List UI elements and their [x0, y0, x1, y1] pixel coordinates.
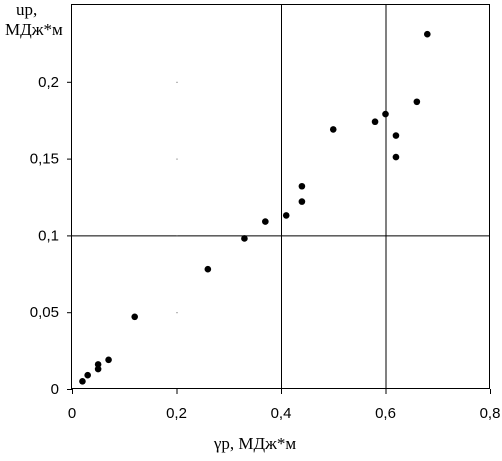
y-tick-label-0: 0	[51, 381, 59, 398]
data-point-1	[84, 371, 91, 379]
data-point-11	[298, 182, 306, 190]
data-point-4	[105, 356, 112, 364]
data-point-10	[298, 198, 306, 205]
x-tick-label-1: 0,2	[166, 405, 187, 422]
data-point-8	[262, 218, 269, 225]
faint-grid-dot-0-2	[176, 235, 178, 237]
faint-grid-dot-0-1	[176, 312, 178, 314]
data-point-0	[79, 378, 86, 385]
faint-grid-dot-0-3	[176, 158, 178, 160]
data-point-9	[282, 212, 290, 219]
data-point-3	[94, 361, 102, 368]
data-point-18	[424, 30, 431, 38]
x-axis-title: γр, МДж*м	[213, 434, 296, 453]
data-point-5	[131, 313, 138, 321]
x-tick-label-4: 0,8	[480, 405, 501, 422]
data-point-14	[382, 110, 389, 118]
y-tick-label-4: 0,2	[38, 74, 59, 91]
y-tick-label-3: 0,15	[30, 151, 59, 168]
data-point-16	[392, 132, 400, 139]
tick-layer: 0 0,2 0,4 0,6 0,8 0 0,05 0,1 0,15 0,2	[30, 74, 501, 422]
data-point-7	[241, 235, 248, 242]
faint-grid-dot-0-4	[176, 81, 178, 83]
x-tick-label-2: 0,4	[271, 405, 292, 422]
points-layer	[79, 30, 431, 385]
data-point-6	[204, 265, 212, 273]
data-point-2	[94, 365, 102, 373]
y-tick-label-2: 0,1	[38, 227, 59, 244]
data-point-12	[329, 126, 337, 133]
x-tick-label-3: 0,6	[375, 405, 396, 422]
grid-layer	[72, 5, 490, 389]
y-tick-label-1: 0,05	[30, 304, 59, 321]
y-axis-title-line2: МДж*м	[5, 20, 63, 39]
data-point-17	[413, 98, 421, 106]
data-point-15	[392, 153, 400, 161]
x-tick-label-0: 0	[68, 405, 76, 422]
y-axis-title-line1: uр,	[16, 0, 37, 19]
data-point-13	[371, 118, 379, 126]
plot-frame	[71, 4, 490, 389]
